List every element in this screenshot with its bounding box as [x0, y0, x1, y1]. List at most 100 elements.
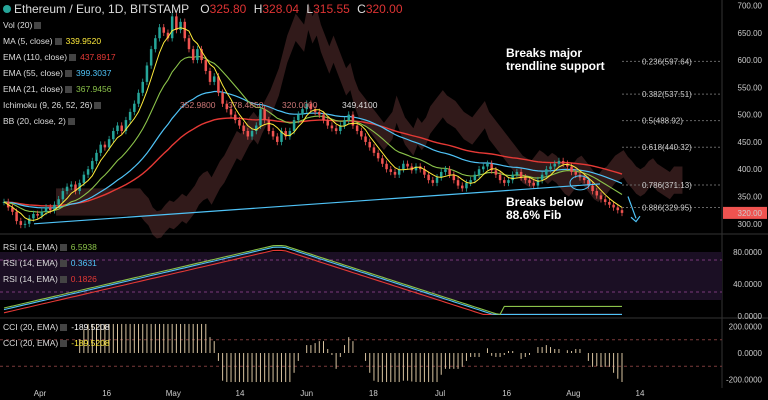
- fib-level-label: 0.618(440.32): [642, 143, 692, 152]
- candle-body: [393, 171, 397, 175]
- indicator-legend-label: EMA (110, close): [3, 52, 68, 62]
- ichimoku-value: 378.4850: [228, 100, 264, 110]
- settings-icon[interactable]: [59, 276, 67, 284]
- cci-tick-label: -200.0000: [726, 375, 763, 384]
- settings-icon[interactable]: [59, 244, 67, 252]
- candle-body: [452, 174, 456, 181]
- candle-body: [48, 207, 52, 211]
- candle-body: [254, 125, 258, 132]
- candle-body: [427, 174, 430, 181]
- rsi-legend-value: 6.5938: [70, 242, 97, 252]
- indicator-legend-item[interactable]: EMA (110, close) 437.8917: [3, 52, 116, 62]
- indicator-legend-label: Ichimoku (9, 26, 52, 26): [3, 100, 93, 110]
- price-tick-label: 650.00: [738, 29, 763, 38]
- x-tick-label: 14: [236, 389, 245, 398]
- candle-body: [603, 199, 607, 202]
- candle-body: [372, 147, 376, 153]
- candle-body: [444, 169, 447, 172]
- candle-body: [448, 169, 451, 175]
- indicator-legend-item[interactable]: EMA (21, close) 367.9456: [3, 84, 111, 94]
- candle-body: [423, 169, 426, 175]
- candle-body: [116, 125, 119, 132]
- candle-body: [200, 49, 203, 61]
- candle-body: [347, 114, 350, 121]
- candle-body: [482, 166, 485, 170]
- candle-body: [259, 109, 262, 126]
- ma5-line: [3, 27, 623, 221]
- candle-body: [65, 186, 69, 192]
- candle-body: [229, 109, 233, 115]
- price-tick-label: 500.00: [738, 111, 763, 120]
- rsi-legend-item[interactable]: RSI (14, EMA) 0.1826: [3, 274, 97, 284]
- indicator-legend-value: 437.8917: [80, 52, 116, 62]
- candle-body: [591, 185, 594, 192]
- candle-body: [133, 103, 136, 112]
- candle-body: [465, 182, 468, 189]
- candle-body: [217, 76, 220, 93]
- candle-body: [137, 92, 140, 104]
- indicator-legend-item[interactable]: BB (20, close, 2): [3, 116, 79, 126]
- open-label: O: [200, 2, 210, 16]
- settings-icon[interactable]: [65, 70, 72, 78]
- price-tick-label: 600.00: [738, 56, 763, 65]
- close-label: C: [357, 2, 366, 16]
- settings-icon[interactable]: [67, 118, 75, 126]
- indicator-legend-value: 399.3037: [76, 68, 112, 78]
- rsi-legend-label: RSI (14, EMA): [3, 258, 58, 268]
- candle-body: [511, 174, 514, 181]
- settings-icon[interactable]: [69, 54, 77, 62]
- settings-icon[interactable]: [60, 340, 68, 348]
- candle-body: [402, 163, 405, 170]
- trendline-annotation: Breaks major trendline support: [506, 47, 605, 73]
- candle-body: [360, 131, 363, 137]
- indicator-legend-item[interactable]: Vol (20): [3, 20, 45, 30]
- candle-body: [19, 221, 23, 225]
- indicator-legend-item[interactable]: Ichimoku (9, 26, 52, 26): [3, 100, 105, 110]
- settings-icon[interactable]: [94, 102, 102, 110]
- candle-body: [528, 180, 531, 183]
- rsi-legend-item[interactable]: RSI (14, EMA) 6.5938: [3, 242, 97, 252]
- rsi-legend-item[interactable]: RSI (14, EMA) 0.3631: [3, 258, 97, 268]
- candle-body: [397, 169, 401, 175]
- candle-body: [170, 16, 174, 39]
- breakout-circle: [569, 175, 591, 191]
- candle-body: [381, 158, 384, 164]
- settings-icon[interactable]: [65, 86, 72, 94]
- price-tick-label: 550.00: [738, 83, 763, 92]
- settings-icon[interactable]: [59, 260, 67, 268]
- settings-icon[interactable]: [54, 38, 62, 46]
- candle-body: [212, 76, 216, 82]
- x-tick-label: Aug: [566, 389, 580, 398]
- candle-body: [545, 169, 548, 175]
- candle-body: [313, 109, 317, 112]
- candle-body: [612, 204, 615, 208]
- candle-body: [566, 163, 569, 167]
- candle-body: [53, 204, 56, 211]
- low-value: 315.55: [313, 2, 350, 16]
- candle-body: [99, 144, 102, 153]
- candle-body: [364, 136, 367, 142]
- candle-body: [297, 114, 300, 121]
- candle-body: [473, 174, 477, 181]
- rsi-legend-value: 0.3631: [70, 258, 97, 268]
- candle-body: [574, 171, 578, 175]
- price-tick-label: 400.00: [738, 165, 763, 174]
- cci-legend-item[interactable]: CCI (20, EMA) -189.5208: [3, 338, 110, 348]
- x-tick-label: May: [166, 389, 181, 398]
- fib-annotation-line1: Breaks below: [506, 195, 584, 209]
- cci-legend-item[interactable]: CCI (20, EMA) -189.5208: [3, 322, 110, 332]
- candle-body: [469, 180, 472, 183]
- candle-body: [519, 171, 523, 178]
- candle-body: [120, 125, 123, 132]
- indicator-legend-item[interactable]: EMA (55, close) 399.3037: [3, 68, 111, 78]
- candle-body: [608, 201, 611, 205]
- indicator-legend-item[interactable]: MA (5, close) 339.9520: [3, 36, 101, 46]
- ema55-line: [3, 90, 623, 209]
- candle-body: [112, 131, 115, 140]
- candle-body: [570, 166, 573, 172]
- settings-icon[interactable]: [60, 324, 68, 332]
- ichimoku-value: 349.4100: [342, 100, 378, 110]
- settings-icon[interactable]: [34, 22, 42, 30]
- high-label: H: [253, 2, 263, 16]
- trendline-support: [33, 183, 601, 225]
